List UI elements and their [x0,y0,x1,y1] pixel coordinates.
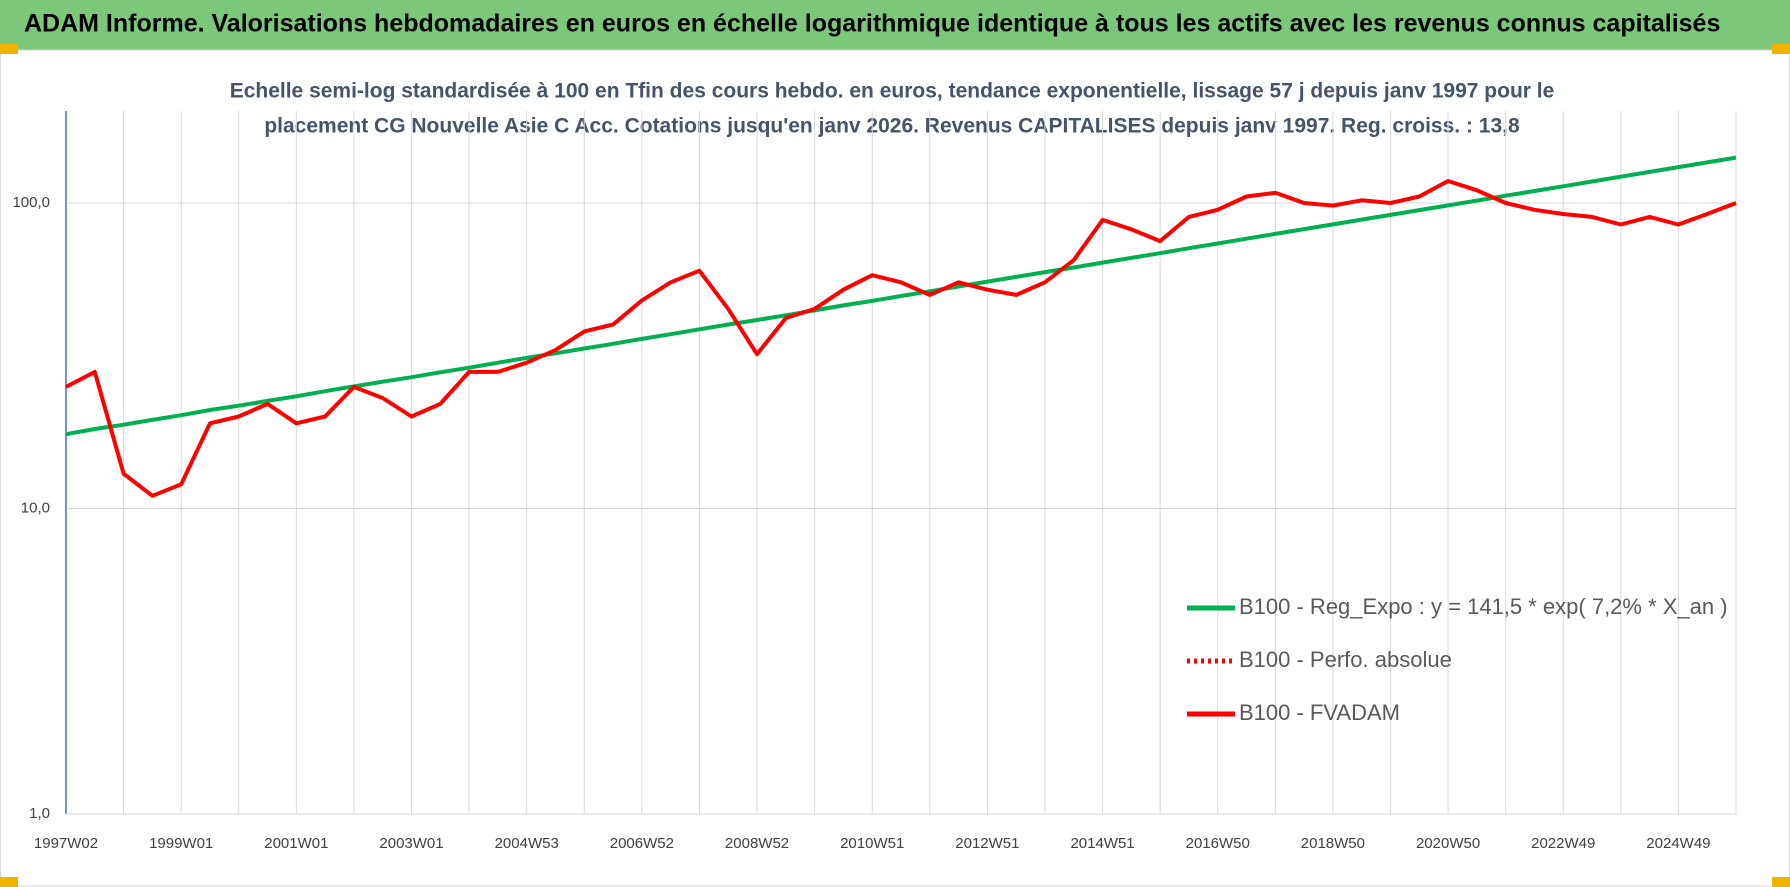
legend-label: B100 - FVADAM [1239,700,1400,725]
x-tick-label: 2024W49 [1646,835,1710,852]
y-tick-label: 100,0 [12,194,50,211]
x-tick-label: 2016W50 [1186,835,1250,852]
series-line [65,179,1737,498]
x-tick-label: 2008W52 [725,835,789,852]
frame [0,49,1790,887]
x-tick-label: 2010W51 [840,835,904,852]
series-line [65,155,1737,437]
legend-label: B100 - Perfo. absolue [1239,647,1452,672]
x-tick-label: 2001W01 [264,835,328,852]
y-tick-label: 1,0 [29,805,50,822]
x-tick-label: 2003W01 [379,835,443,852]
x-tick-label: 2022W49 [1531,835,1595,852]
corner [1772,877,1790,887]
series-line [65,179,1737,498]
corner [1772,44,1790,54]
x-tick-label: 2014W51 [1070,835,1134,852]
y-tick-label: 10,0 [21,499,50,516]
x-tick-label: 2018W50 [1301,835,1365,852]
chart-subtitle: placement CG Nouvelle Asie C Acc. Cotati… [264,115,1520,138]
legend-label: B100 - Reg_Expo : y = 141,5 * exp( 7,2% … [1239,594,1728,619]
x-tick-label: 2012W51 [955,835,1019,852]
x-tick-label: 2020W50 [1416,835,1480,852]
title-bar [0,0,1790,50]
corner [0,877,18,887]
x-tick-label: 2004W53 [495,835,559,852]
chart-subtitle: Echelle semi-log standardisée à 100 en T… [230,80,1555,103]
x-tick-label: 1997W02 [34,835,98,852]
corner [0,44,18,54]
x-tick-label: 1999W01 [149,835,213,852]
chart-title: ADAM Informe. Valorisations hebdomadaire… [24,10,1720,38]
x-tick-label: 2006W52 [610,835,674,852]
